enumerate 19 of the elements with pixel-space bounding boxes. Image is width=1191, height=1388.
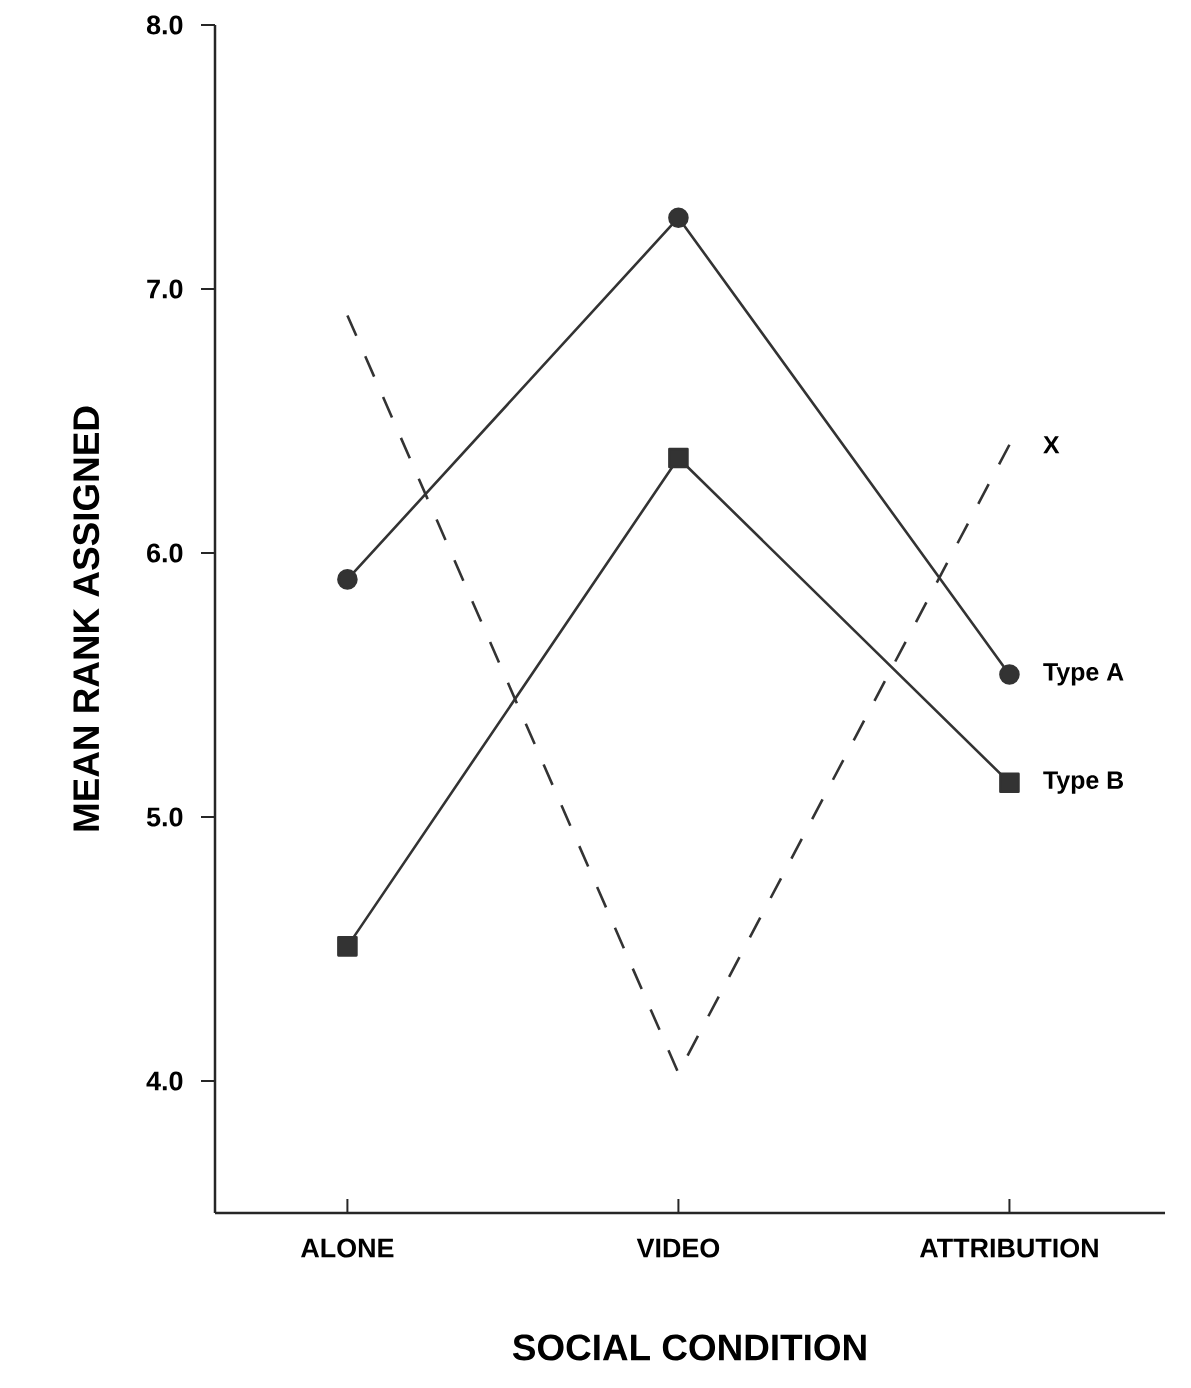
y-axis-title: MEAN RANK ASSIGNED: [73, 406, 100, 831]
y-tick-label: 8.0: [146, 15, 183, 35]
y-tick-label: 7.0: [147, 279, 183, 299]
series-label: X: [1043, 436, 1060, 454]
point: [337, 569, 358, 590]
series-label: Type B: [1043, 771, 1124, 794]
point: [999, 772, 1020, 793]
point: [337, 936, 358, 957]
x-axis-title: SOCIAL CONDITION: [512, 1334, 866, 1361]
series-label: Type A: [1043, 663, 1124, 686]
y-tick-label: 6.0: [147, 543, 183, 563]
point: [668, 207, 689, 229]
y-tick-label: 4.0: [146, 1071, 183, 1091]
y-tick-label: 5.0: [146, 807, 183, 827]
point: [999, 664, 1020, 685]
x-tick-label: ATTRIBUTION: [919, 1238, 1098, 1258]
x-tick-label: VIDEO: [636, 1238, 720, 1258]
x-tick-label: ALONE: [301, 1238, 394, 1258]
point: [668, 447, 689, 469]
